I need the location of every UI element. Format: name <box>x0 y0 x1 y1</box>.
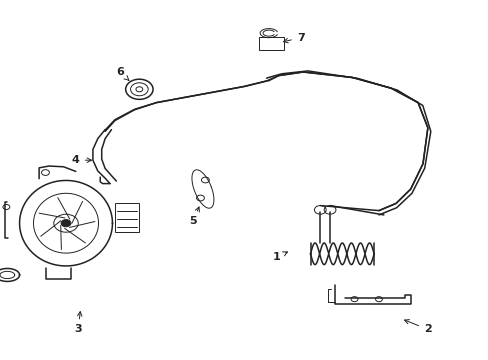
Text: 7: 7 <box>283 33 304 43</box>
Text: 5: 5 <box>189 207 199 226</box>
Bar <box>115 203 139 232</box>
Text: 4: 4 <box>72 155 91 165</box>
Circle shape <box>61 220 71 227</box>
Text: 3: 3 <box>74 312 82 334</box>
Bar <box>259 37 283 50</box>
Text: 2: 2 <box>404 320 431 334</box>
Text: 6: 6 <box>116 67 129 80</box>
Text: 1: 1 <box>272 252 287 262</box>
